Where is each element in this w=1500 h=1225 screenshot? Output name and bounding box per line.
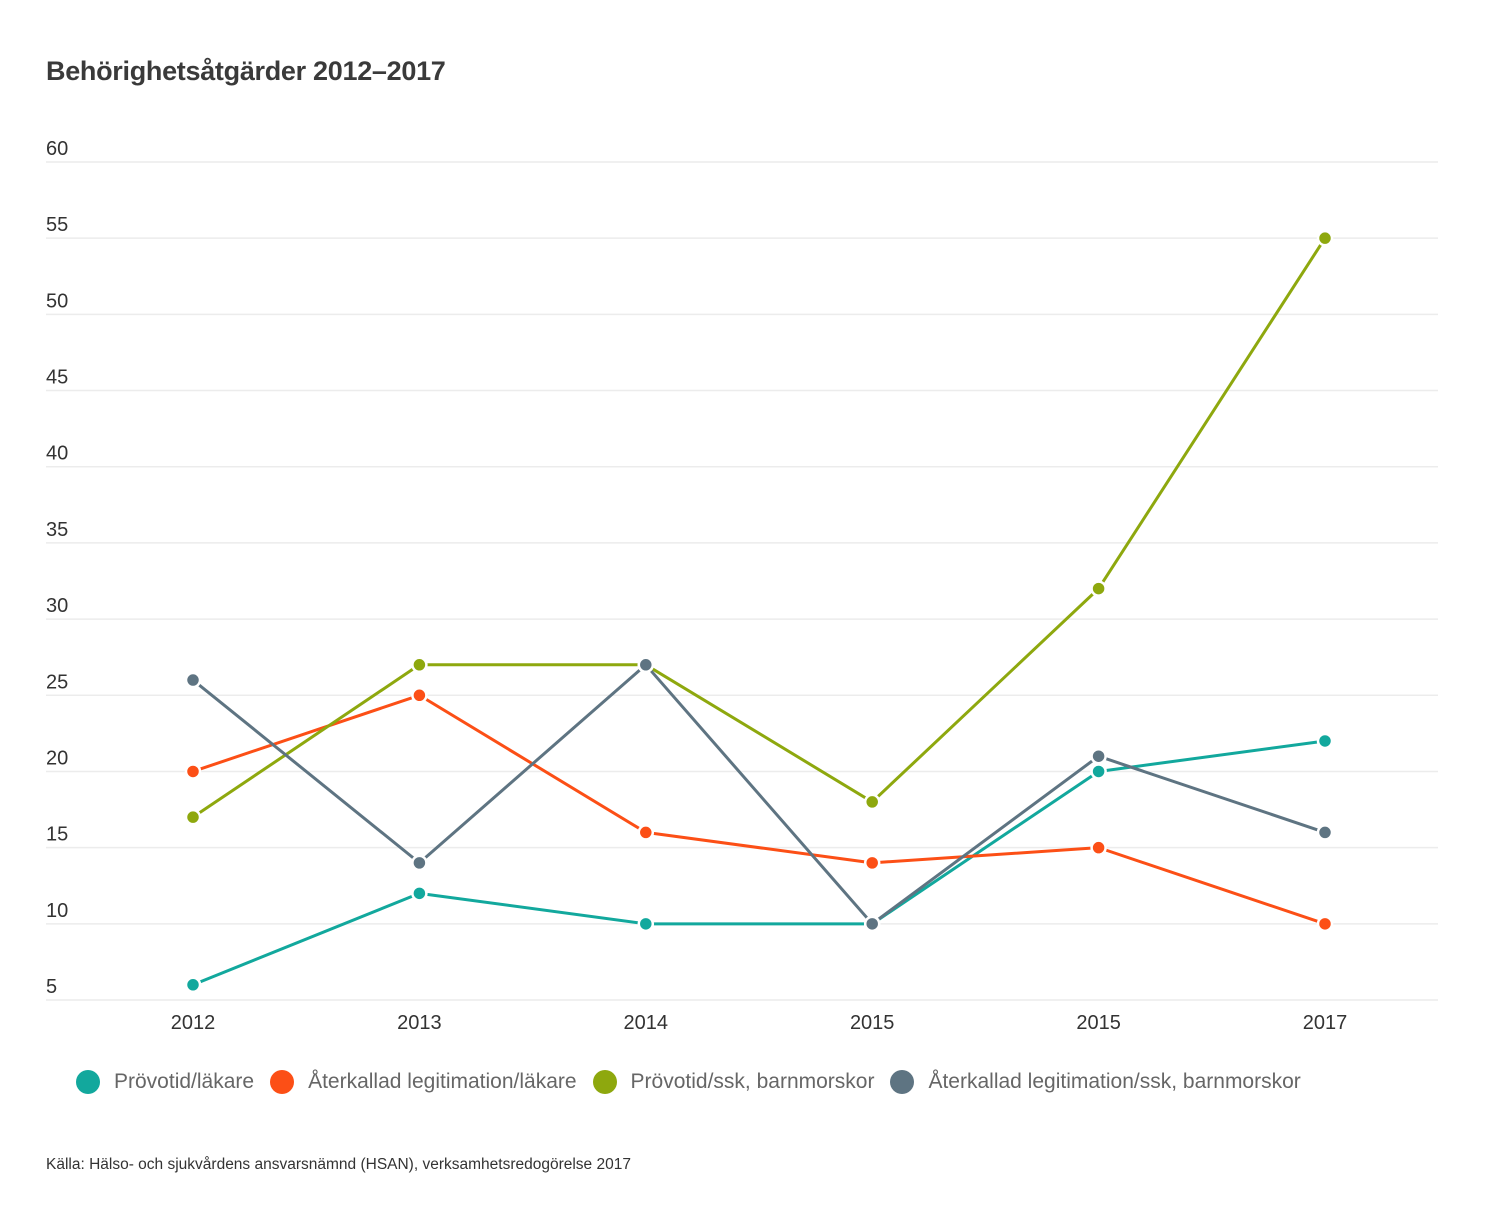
legend-label: Återkallad legitimation/ssk, barnmorskor — [928, 1070, 1301, 1093]
data-point[interactable] — [863, 854, 881, 872]
data-point[interactable] — [1316, 732, 1334, 750]
data-point[interactable] — [1316, 229, 1334, 247]
y-tick-label: 40 — [46, 443, 68, 465]
data-point[interactable] — [1316, 824, 1334, 841]
data-point[interactable] — [1090, 747, 1107, 765]
source-note: Källa: Hälso- och sjukvårdens ansvarsnäm… — [46, 1156, 631, 1173]
chart-title: Behörighetsåtgärder 2012–2017 — [46, 56, 446, 86]
legend-swatch-icon — [76, 1070, 100, 1094]
legend-item[interactable]: Återkallad legitimation/ssk, barnmorskor — [890, 1070, 1301, 1094]
data-point[interactable] — [1090, 580, 1107, 597]
data-point[interactable] — [1090, 763, 1107, 780]
y-tick-label: 50 — [46, 290, 68, 312]
data-point[interactable] — [1090, 839, 1107, 856]
y-tick-label: 15 — [46, 824, 68, 846]
legend-item[interactable]: Prövotid/ssk, barnmorskor — [592, 1070, 875, 1094]
series-line — [192, 237, 1327, 819]
y-tick-label: 5 — [46, 976, 57, 998]
legend-label: Prövotid/ssk, barnmorskor — [630, 1070, 875, 1093]
data-point[interactable] — [863, 793, 881, 811]
y-tick-label: 45 — [46, 367, 68, 389]
data-point[interactable] — [863, 915, 881, 933]
data-point[interactable] — [411, 687, 428, 704]
data-point[interactable] — [411, 656, 428, 674]
data-point[interactable] — [184, 976, 202, 994]
data-point[interactable] — [184, 763, 202, 780]
series-line — [192, 663, 1326, 926]
x-tick-label: 2012 — [171, 1012, 216, 1034]
data-point[interactable] — [184, 671, 202, 689]
legend-swatch-icon — [270, 1070, 295, 1094]
series-points — [184, 229, 1334, 994]
legend-swatch-icon — [890, 1070, 915, 1094]
y-axis-ticks: 5 10 15 20 25 30 35 40 45 50 55 60 — [46, 138, 68, 998]
y-tick-label: 30 — [46, 595, 68, 617]
data-point[interactable] — [637, 656, 655, 674]
legend-item[interactable]: Återkallad legitimation/läkare — [270, 1070, 577, 1094]
data-point[interactable] — [637, 915, 655, 933]
series-line — [192, 693, 1326, 926]
data-point[interactable] — [1316, 915, 1334, 933]
legend-label: Prövotid/läkare — [114, 1070, 255, 1093]
data-point[interactable] — [637, 824, 655, 841]
x-tick-label: 2013 — [397, 1012, 442, 1034]
x-axis-ticks: 2012 2013 2014 2015 2015 2017 — [171, 1012, 1348, 1034]
legend-label: Återkallad legitimation/läkare — [308, 1070, 577, 1093]
y-tick-label: 35 — [46, 519, 68, 541]
legend: Prövotid/läkare Återkallad legitimation/… — [76, 1070, 1317, 1094]
legend-item[interactable]: Prövotid/läkare — [76, 1070, 254, 1094]
y-tick-label: 20 — [46, 747, 68, 769]
x-tick-label: 2014 — [624, 1012, 669, 1034]
data-point[interactable] — [184, 808, 202, 826]
series-line — [192, 739, 1326, 987]
data-point[interactable] — [411, 854, 428, 872]
x-tick-label: 2015 — [850, 1012, 895, 1034]
legend-swatch-icon — [592, 1070, 617, 1094]
y-tick-label: 10 — [46, 900, 68, 922]
x-tick-label: 2017 — [1303, 1012, 1348, 1034]
series-lines — [192, 237, 1327, 987]
x-tick-label: 2015 — [1076, 1012, 1121, 1034]
data-point[interactable] — [411, 885, 428, 902]
gridlines — [46, 161, 1438, 1001]
y-tick-label: 60 — [46, 138, 68, 160]
y-tick-label: 55 — [46, 214, 68, 236]
y-tick-label: 25 — [46, 671, 68, 693]
